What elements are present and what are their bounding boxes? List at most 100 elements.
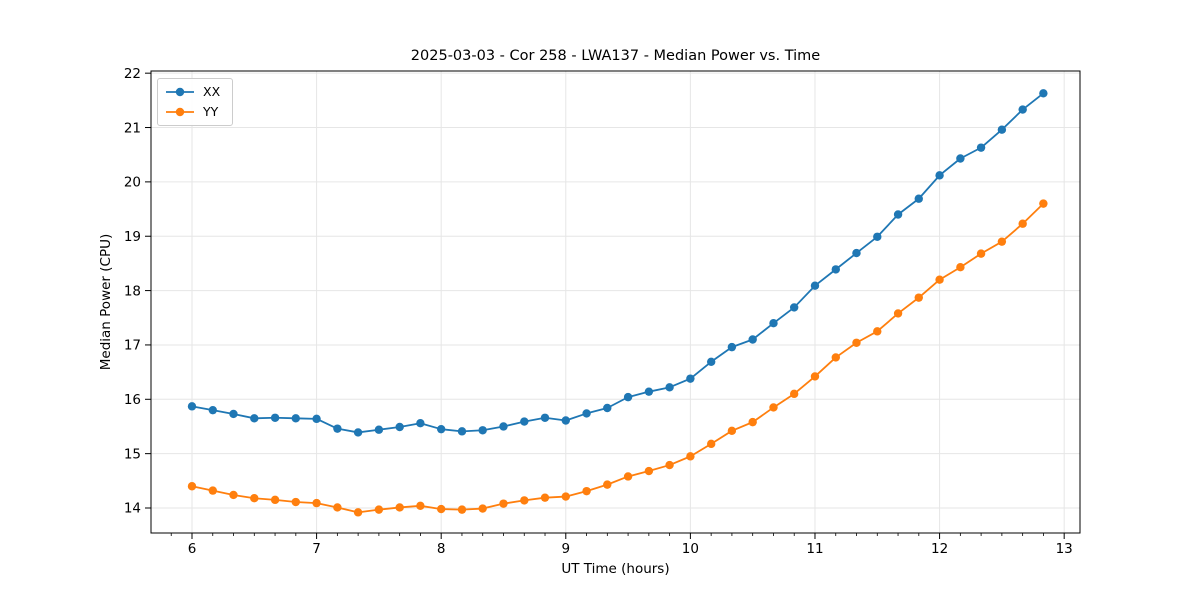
x-axis-label: UT Time (hours) — [561, 561, 670, 577]
legend: XX YY — [157, 78, 234, 126]
series-xx-marker-24 — [686, 374, 695, 383]
series-xx-marker-3 — [250, 414, 259, 423]
series-yy-marker-8 — [353, 508, 363, 517]
series-yy-marker-33 — [873, 327, 882, 336]
series-xx-marker-16 — [520, 417, 529, 426]
series-yy-marker-34 — [893, 309, 903, 318]
series-yy-marker-41 — [1039, 199, 1048, 208]
axes-spines — [150, 70, 1081, 534]
series-xx-marker-25 — [706, 357, 716, 366]
series-yy-marker-10 — [395, 503, 404, 512]
x-tick-label-12: 12 — [931, 541, 948, 557]
series-xx-marker-38 — [976, 143, 986, 152]
series-yy-marker-2 — [229, 490, 238, 500]
series-xx-marker-5 — [291, 414, 300, 423]
series-yy-marker-20 — [603, 480, 612, 489]
legend-item-yy: YY — [165, 104, 220, 120]
series-yy-marker-13 — [457, 505, 467, 514]
y-tick-label-20: 20 — [124, 175, 141, 191]
series-xx-marker-30 — [810, 281, 820, 290]
series-xx-marker-27 — [748, 335, 757, 344]
series-xx-marker-6 — [312, 414, 321, 424]
series-xx-marker-12 — [436, 424, 446, 434]
y-tick-label-21: 21 — [124, 120, 141, 136]
series-xx-marker-18 — [561, 416, 570, 425]
legend-label-yy: YY — [203, 104, 219, 119]
x-tick-label-6: 6 — [188, 541, 197, 557]
series-xx-marker-10 — [395, 422, 404, 432]
x-tick-label-13: 13 — [1056, 541, 1073, 557]
series-yy-line — [191, 202, 1044, 514]
legend-line-marker-xx-icon — [166, 87, 194, 97]
chart-title: 2025-03-03 - Cor 258 - LWA137 - Median P… — [410, 48, 821, 64]
series-xx-line — [191, 92, 1044, 434]
series-yy-marker-14 — [478, 504, 487, 513]
series-yy-marker-27 — [748, 417, 757, 427]
series-xx-marker-41 — [1039, 89, 1048, 98]
series-xx-marker-23 — [665, 383, 674, 392]
series-xx-marker-36 — [935, 171, 944, 180]
legend-line-marker-yy-icon — [166, 107, 194, 117]
series-yy-marker-1 — [208, 486, 218, 495]
series-yy-marker-11 — [416, 501, 425, 511]
series-yy-marker-21 — [623, 472, 633, 481]
y-axis-label: Median Power (CPU) — [98, 233, 114, 371]
series-yy-marker-30 — [810, 372, 820, 381]
series-yy-marker-24 — [686, 452, 695, 461]
y-tick-label-14: 14 — [124, 501, 141, 517]
series-xx-marker-2 — [229, 409, 238, 419]
series-xx-marker-29 — [789, 303, 799, 312]
series-yy-marker-32 — [852, 338, 861, 347]
y-tick-label-16: 16 — [124, 392, 141, 408]
series-yy-marker-23 — [665, 460, 674, 470]
series-xx-marker-0 — [187, 402, 197, 411]
series-xx-marker-11 — [416, 419, 425, 428]
series-yy-marker-15 — [499, 499, 508, 508]
series-yy-marker-40 — [1018, 219, 1027, 228]
series-yy-marker-36 — [935, 275, 944, 284]
series-xx-marker-37 — [956, 154, 965, 163]
series-xx-marker-34 — [893, 210, 903, 219]
series-xx-marker-13 — [457, 427, 467, 436]
series-yy-marker-3 — [250, 494, 259, 503]
series-yy-marker-6 — [312, 498, 321, 508]
series-xx-marker-4 — [270, 413, 280, 422]
series-yy-marker-38 — [976, 249, 986, 258]
series-yy-marker-7 — [333, 503, 342, 512]
y-tick-label-19: 19 — [124, 229, 141, 245]
series-yy-marker-17 — [540, 493, 550, 502]
series-yy-marker-19 — [582, 486, 591, 496]
series-xx-marker-17 — [540, 413, 550, 422]
series-xx-marker-14 — [478, 426, 487, 435]
y-tick-label-15: 15 — [124, 446, 141, 462]
series-xx-marker-19 — [582, 409, 591, 418]
series-xx-marker-26 — [727, 342, 737, 352]
series-yy-marker-5 — [291, 497, 300, 507]
series-xx-marker-9 — [374, 425, 384, 434]
series-xx-marker-28 — [769, 318, 778, 328]
series-yy-marker-12 — [436, 504, 446, 514]
x-tick-label-7: 7 — [312, 541, 321, 557]
series-yy-marker-26 — [727, 426, 737, 436]
series-yy-marker-35 — [914, 293, 923, 302]
series-yy-marker-25 — [706, 439, 716, 449]
series-yy-marker-37 — [956, 263, 965, 272]
x-tick-label-9: 9 — [561, 541, 570, 557]
series-yy-marker-0 — [187, 482, 197, 491]
series-xx-marker-21 — [623, 392, 633, 402]
series-xx-marker-40 — [1018, 105, 1027, 114]
series-xx-marker-15 — [499, 422, 508, 431]
series-xx-marker-33 — [873, 232, 882, 241]
series-xx-marker-35 — [914, 194, 923, 203]
y-tick-label-18: 18 — [124, 283, 141, 299]
series-xx-marker-1 — [208, 405, 218, 415]
series-yy-marker-16 — [520, 496, 529, 505]
series-yy-marker-9 — [374, 505, 384, 514]
x-tick-label-10: 10 — [682, 541, 699, 557]
x-tick-label-11: 11 — [806, 541, 823, 557]
series-yy-marker-28 — [769, 403, 778, 412]
x-tick-label-8: 8 — [437, 541, 446, 557]
series-yy-marker-4 — [270, 495, 280, 505]
